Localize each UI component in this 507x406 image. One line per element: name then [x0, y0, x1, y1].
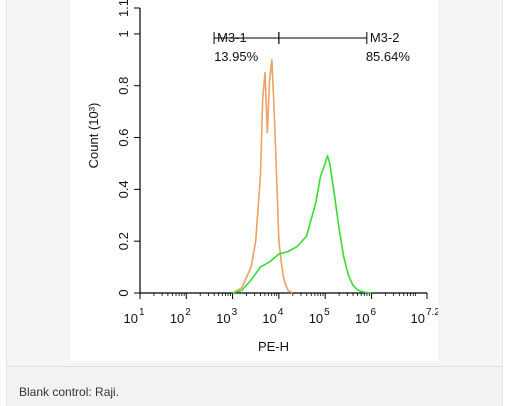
- x-tick-label: 10: [170, 311, 184, 326]
- y-tick-label: 0.4: [116, 180, 131, 198]
- x-tick-exponent: 2: [185, 307, 191, 318]
- x-tick-label: 10: [309, 311, 323, 326]
- gate-percent: 85.64%: [366, 49, 411, 64]
- y-tick-label: 0.2: [116, 232, 131, 250]
- gate-name: M3-2: [370, 30, 400, 45]
- figure-caption: Blank control: Raji.: [19, 385, 120, 399]
- gate-name: M3-1: [217, 30, 247, 45]
- histogram-chart: 10 1 10 2 10 3 10 4 10 5 10 6 10 7.200.20.40.60.811.1…: [86, 0, 438, 354]
- x-tick-exponent: 3: [232, 307, 238, 318]
- x-tick-exponent: 6: [370, 307, 376, 318]
- gate-percent: 13.95%: [214, 49, 259, 64]
- y-tick-label: 1.1: [116, 0, 131, 17]
- y-tick-label: 0: [116, 289, 131, 296]
- x-tick-label: 10: [262, 311, 276, 326]
- x-tick-label: 10: [124, 311, 138, 326]
- x-tick-exponent: 7.2: [426, 307, 438, 318]
- x-tick-label: 10: [411, 311, 425, 326]
- x-tick-exponent: 1: [139, 307, 145, 318]
- y-tick-label: 1: [116, 30, 131, 37]
- histogram-line-sample: [232, 154, 372, 294]
- caption-bar: Blank control: Raji.: [6, 366, 503, 406]
- x-tick-label: 10: [355, 311, 369, 326]
- x-tick-exponent: 4: [278, 307, 284, 318]
- x-axis-title: PE-H: [258, 339, 289, 354]
- x-tick-exponent: 5: [324, 307, 330, 318]
- plot-card: 10 1 10 2 10 3 10 4 10 5 10 6 10 7.2 0 0.2 0.4 0.6 0.8 1 1.1…: [70, 0, 438, 361]
- y-axis-title: Count (10³): [86, 103, 101, 169]
- y-tick-label: 0.6: [116, 129, 131, 147]
- y-tick-label: 0.8: [116, 77, 131, 95]
- histogram-line-control: [232, 58, 294, 294]
- x-tick-label: 10: [216, 311, 230, 326]
